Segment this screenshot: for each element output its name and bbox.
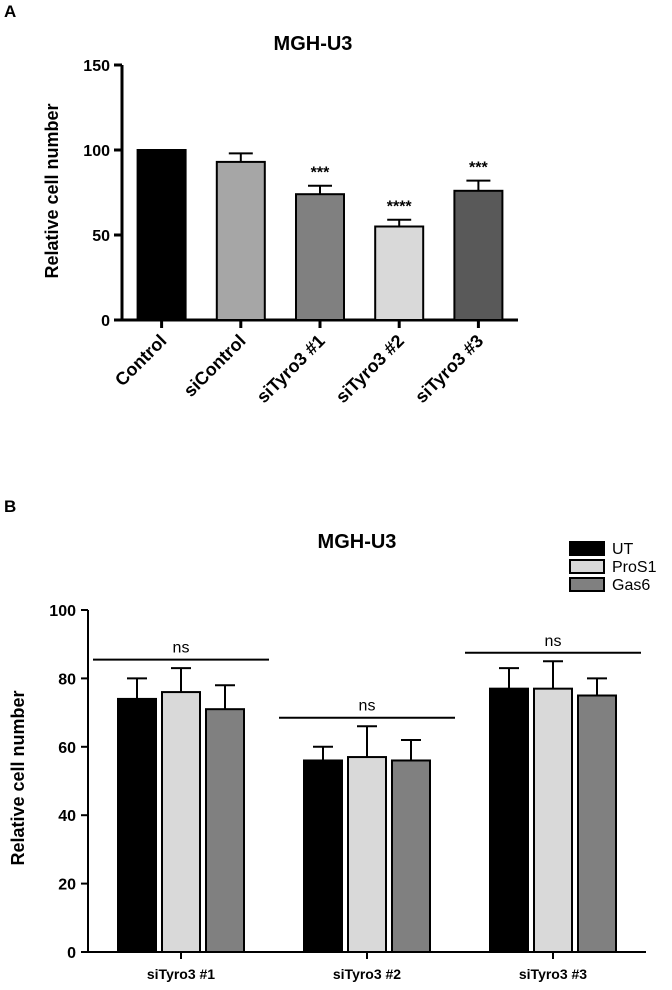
chart-a-significance-label: **** xyxy=(387,199,413,216)
chart-b-y-tick-label: 60 xyxy=(58,740,76,757)
chart-a-y-tick-label: 0 xyxy=(101,313,110,330)
chart-b-bar-ut xyxy=(489,687,529,953)
chart-b-y-tick-label: 40 xyxy=(58,808,76,825)
chart-a-x-tick-label: siTyro3 #3 xyxy=(411,331,487,407)
chart-b-bar-ut xyxy=(117,697,157,953)
chart-b-y-tick-label: 0 xyxy=(67,945,76,962)
chart-b-ns-label: ns xyxy=(359,698,376,715)
chart-a-y-tick-label: 100 xyxy=(83,143,110,160)
chart-b-y-tick-label: 80 xyxy=(58,671,76,688)
chart-b-legend-swatch xyxy=(569,559,605,574)
chart-a-x-tick-label: Control xyxy=(111,331,170,390)
chart-b-bar-pros1 xyxy=(161,691,201,954)
chart-a-y-tick-label: 50 xyxy=(92,228,110,245)
chart-a-x-tick-label: siControl xyxy=(180,331,250,401)
chart-b-bar-pros1 xyxy=(347,756,387,953)
chart-a-title: MGH-U3 xyxy=(274,33,353,55)
chart-a-significance-label: *** xyxy=(469,160,488,177)
chart-b-y-tick-label: 20 xyxy=(58,877,76,894)
chart-b-ns-label: ns xyxy=(173,640,190,657)
chart-b-bar-ut xyxy=(303,759,343,953)
chart-b-bar-gas6 xyxy=(391,759,431,953)
chart-a-bar xyxy=(295,193,345,321)
chart-b-x-tick-label: siTyro3 #3 xyxy=(519,966,587,982)
chart-b-title: MGH-U3 xyxy=(318,531,397,553)
chart-b-plot-area: 0 20 40 60 80 100 ns siTyro3 #1 ns siTyro3 #2 ns si… xyxy=(49,603,646,982)
chart-a-y-tick-label: 150 xyxy=(83,58,110,75)
chart-b-ns-label: ns xyxy=(545,633,562,650)
panel-b-letter: B xyxy=(4,497,16,516)
chart-b-bar-gas6 xyxy=(205,708,245,953)
chart-b-legend-label: UT xyxy=(612,541,634,558)
chart-a-bar xyxy=(215,160,266,321)
chart-b-bar-gas6 xyxy=(577,694,617,953)
chart-b-legend-label: Gas6 xyxy=(612,577,650,594)
chart-b-legend-label: ProS1 xyxy=(612,559,657,576)
chart-b-legend-swatch xyxy=(569,577,605,592)
chart-b-legend-swatch xyxy=(569,541,605,556)
chart-a-bar xyxy=(136,149,187,321)
chart-a-bar xyxy=(374,225,425,321)
chart-b-y-axis-label: Relative cell number xyxy=(8,690,28,865)
chart-a-significance-label: *** xyxy=(311,165,330,182)
chart-b-x-tick-label: siTyro3 #2 xyxy=(333,966,401,982)
chart-b-y-tick-label: 100 xyxy=(49,603,76,620)
chart-a-y-axis-label: Relative cell number xyxy=(42,103,62,278)
chart-a-bar xyxy=(453,189,504,321)
chart-a-plot-area: 0 50 100 150 Control siControl *** siTyro3 #1 **… xyxy=(83,58,518,407)
chart-b-bar-pros1 xyxy=(533,687,573,953)
chart-b-x-tick-label: siTyro3 #1 xyxy=(147,966,215,982)
chart-a-x-tick-label: siTyro3 #2 xyxy=(332,331,408,407)
chart-a-x-tick-label: siTyro3 #1 xyxy=(253,331,329,407)
panel-a-letter: A xyxy=(4,2,16,21)
